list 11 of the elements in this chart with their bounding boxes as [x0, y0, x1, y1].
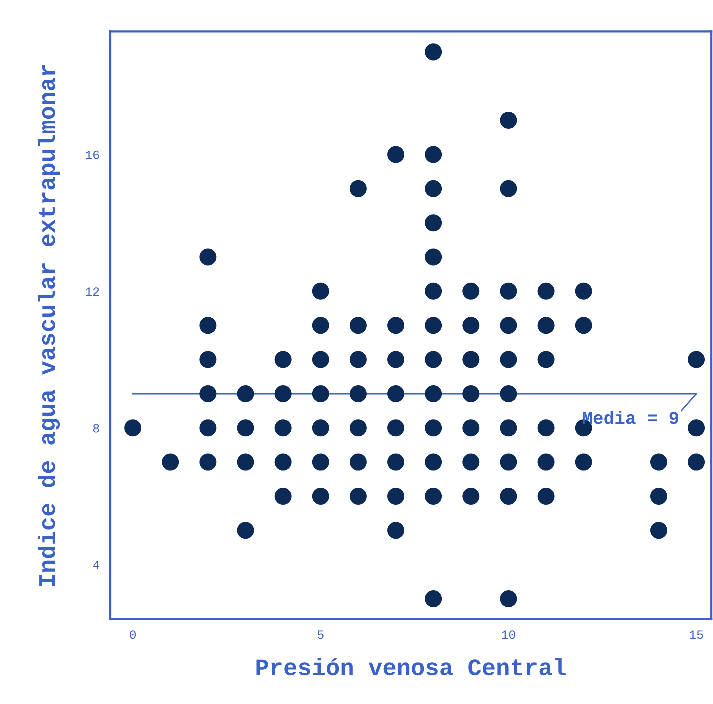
y-tick-label: 8	[93, 424, 100, 433]
x-tick-label: 15	[690, 630, 704, 640]
x-tick-label: 10	[502, 630, 516, 640]
x-tick-label: 0	[130, 630, 136, 640]
y-tick-label: 12	[86, 288, 100, 296]
x-axis-title: Presión venosa Central	[256, 658, 566, 676]
y-axis-title: Indice de agua vascular extrapulmonar	[38, 65, 60, 586]
legend-label: Media = 9	[582, 411, 679, 424]
y-tick-label: 4	[93, 561, 100, 570]
y-tick-label: 16	[86, 150, 100, 160]
x-tick-label: 5	[318, 630, 324, 640]
